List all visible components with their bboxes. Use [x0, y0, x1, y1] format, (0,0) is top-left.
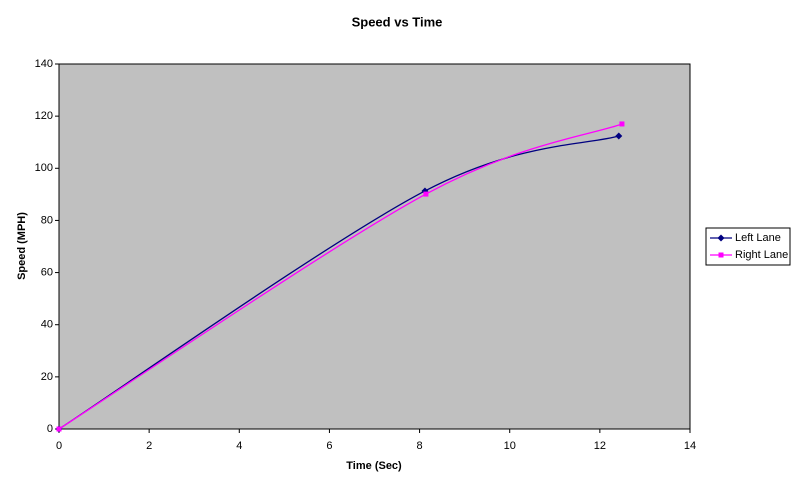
y-tick-label: 120: [35, 110, 53, 122]
x-tick-label: 6: [326, 440, 332, 452]
y-tick-label: 80: [41, 214, 53, 226]
plot-area: [58, 63, 691, 430]
series-line: [58, 123, 623, 430]
y-tick-label: 140: [35, 58, 53, 70]
x-tick-label: 8: [417, 440, 423, 452]
y-axis-label: Speed (MPH): [16, 212, 28, 280]
x-tick-label: 2: [146, 440, 152, 452]
y-tick-label: 60: [41, 266, 53, 278]
legend-label: Left Lane: [735, 232, 781, 244]
chart-title: Speed vs Time: [352, 14, 443, 29]
data-point: [615, 132, 623, 140]
y-tick-label: 20: [41, 371, 53, 383]
x-tick-label: 12: [594, 440, 606, 452]
x-tick-label: 0: [56, 440, 62, 452]
data-point: [717, 234, 725, 242]
legend-box: [705, 227, 791, 266]
y-tick-label: 40: [41, 319, 53, 331]
data-point: [423, 191, 429, 197]
x-tick-label: 4: [236, 440, 242, 452]
x-tick-label: 10: [504, 440, 516, 452]
legend-label: Right Lane: [735, 249, 788, 261]
y-tick-label: 100: [35, 162, 53, 174]
data-point: [718, 252, 724, 258]
data-point: [56, 426, 62, 432]
y-tick-label: 0: [47, 423, 53, 435]
data-point: [619, 121, 625, 127]
series-line: [58, 135, 619, 430]
x-axis-label: Time (Sec): [346, 460, 402, 472]
x-tick-label: 14: [684, 440, 696, 452]
